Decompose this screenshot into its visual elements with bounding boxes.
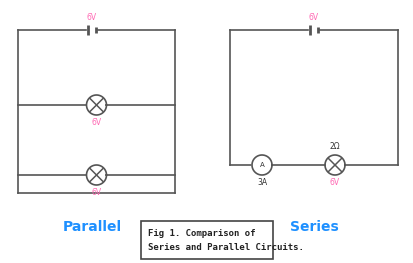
Text: 6V: 6V — [308, 13, 318, 22]
Text: 2Ω: 2Ω — [329, 142, 339, 151]
Text: A: A — [259, 162, 264, 168]
Text: 6V: 6V — [87, 13, 97, 22]
Text: Series: Series — [289, 220, 337, 234]
Text: Parallel: Parallel — [62, 220, 121, 234]
FancyBboxPatch shape — [141, 221, 272, 259]
Text: 3A: 3A — [256, 178, 266, 187]
Text: Series and Parallel Circuits.: Series and Parallel Circuits. — [147, 242, 303, 251]
Text: 6V: 6V — [91, 118, 101, 127]
Polygon shape — [252, 155, 271, 175]
Text: 6V: 6V — [91, 188, 101, 197]
Text: 6V: 6V — [329, 178, 339, 187]
Text: Fig 1. Comparison of: Fig 1. Comparison of — [147, 229, 255, 237]
